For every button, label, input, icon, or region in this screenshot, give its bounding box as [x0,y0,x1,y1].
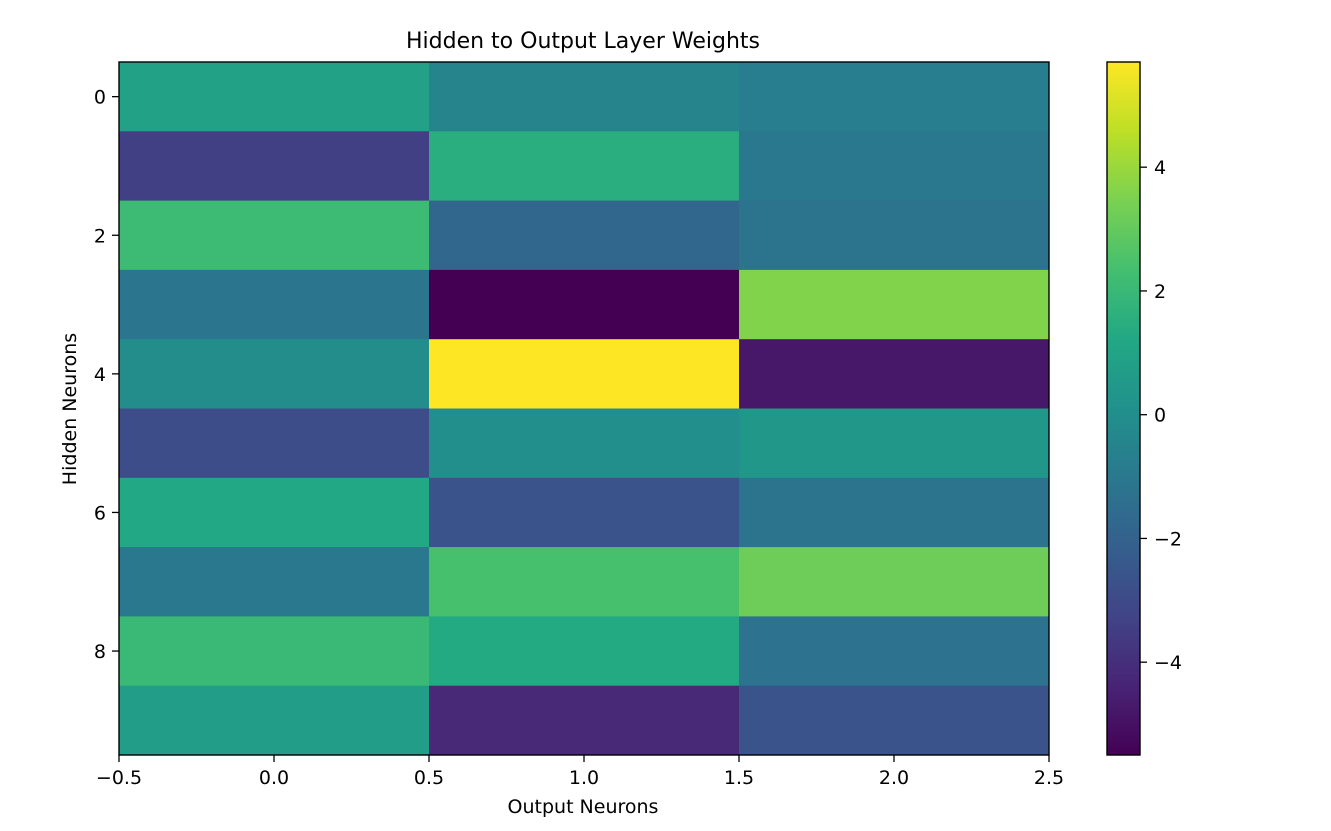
colorbar-ticks: −4 −2 0 2 4 [1140,157,1182,674]
colorbar-tick-label: 0 [1154,405,1166,427]
heatmap-cell [119,339,430,409]
heatmap-cell [739,685,1050,756]
heatmap-cell [429,62,740,132]
heatmap-cell [119,547,430,617]
heatmap-cell [739,269,1050,340]
heatmap-cell [429,131,740,202]
x-tick-label: 1.0 [569,767,599,789]
colorbar-frame [1106,61,1141,756]
colorbar-tick-label: 2 [1154,281,1166,303]
y-axis-ticks: 0 2 4 6 8 [94,87,119,663]
y-tick-label: 2 [94,225,106,247]
heatmap-cell [119,200,430,271]
chart-title: Hidden to Output Layer Weights [406,29,760,54]
x-tick-label: 2.0 [879,767,909,789]
colorbar: −4 −2 0 2 4 [1106,61,1182,756]
heatmap-cell [739,616,1050,687]
heatmap-cell [429,200,740,271]
heatmap-cell [739,200,1050,271]
x-axis-ticks: −0.5 0.0 0.5 1.0 1.5 2.0 2.5 [96,755,1064,789]
heatmap-cell [119,269,430,340]
heatmap-cell [739,339,1050,409]
colorbar-tick-label: −2 [1154,528,1182,550]
colorbar-tick-label: −4 [1154,652,1182,674]
heatmap-cell [739,131,1050,202]
heatmap-cells [119,62,1050,756]
x-tick-label: 0.0 [259,767,289,789]
heatmap-cell [739,62,1050,132]
heatmap-cell [119,408,430,479]
x-tick-label: 1.5 [724,767,754,789]
y-tick-label: 4 [94,364,106,386]
colorbar-gradient [1107,62,1140,755]
heatmap-cell [119,616,430,687]
heatmap-cell [429,616,740,687]
heatmap-cell [429,477,740,548]
x-axis-label: Output Neurons [508,796,659,818]
y-axis-label: Hidden Neurons [59,333,81,485]
heatmap-cell [739,477,1050,548]
y-tick-label: 0 [94,87,106,109]
heatmap-cell [429,547,740,617]
heatmap-cell [119,131,430,202]
heatmap-cell [429,339,740,409]
heatmap-cell [739,547,1050,617]
x-tick-label: −0.5 [96,767,142,789]
heatmap-cell [119,62,430,132]
heatmap-cell [119,685,430,756]
heatmap-cell [429,685,740,756]
heatmap-cell [429,269,740,340]
y-tick-label: 8 [94,641,106,663]
x-tick-label: 0.5 [414,767,444,789]
colorbar-tick-label: 4 [1154,157,1166,179]
heatmap-cell [429,408,740,479]
x-tick-label: 2.5 [1034,767,1064,789]
heatmap-cell [739,408,1050,479]
y-tick-label: 6 [94,502,106,524]
heatmap-cell [119,477,430,548]
